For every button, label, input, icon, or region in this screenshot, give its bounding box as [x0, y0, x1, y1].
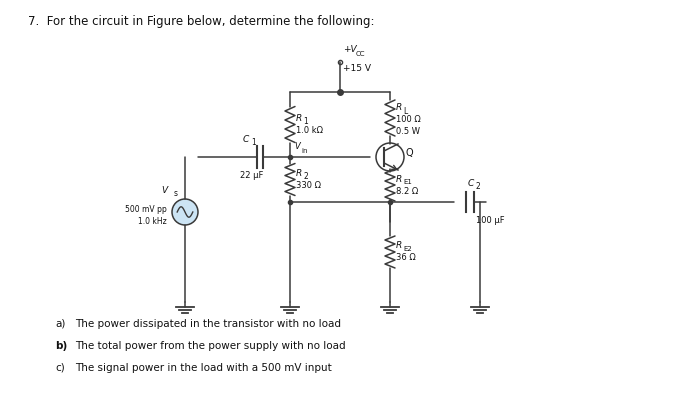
- Text: 2: 2: [476, 182, 481, 191]
- Text: V: V: [161, 186, 167, 195]
- Text: The signal power in the load with a 500 mV input: The signal power in the load with a 500 …: [75, 363, 331, 373]
- Text: in: in: [301, 148, 307, 154]
- Text: 0.5 W: 0.5 W: [396, 127, 420, 135]
- Text: c): c): [55, 363, 65, 373]
- Text: 36 Ω: 36 Ω: [396, 254, 415, 262]
- Text: a): a): [55, 319, 65, 329]
- Text: C: C: [468, 179, 474, 188]
- Text: E2: E2: [403, 246, 412, 252]
- Text: C: C: [243, 135, 249, 144]
- Text: 1: 1: [303, 117, 308, 126]
- Text: CC: CC: [356, 51, 365, 57]
- Text: 1: 1: [251, 138, 256, 147]
- Text: 2: 2: [303, 172, 308, 181]
- Text: 22 μF: 22 μF: [240, 171, 264, 180]
- Text: R: R: [396, 175, 402, 183]
- Text: 330 Ω: 330 Ω: [296, 181, 321, 190]
- Text: E1: E1: [403, 179, 412, 185]
- Circle shape: [172, 199, 198, 225]
- Text: 1.0 kHz: 1.0 kHz: [138, 218, 167, 227]
- Text: +V: +V: [343, 45, 357, 54]
- Text: R: R: [396, 241, 402, 251]
- Text: s: s: [174, 189, 178, 198]
- Text: R: R: [296, 169, 302, 178]
- Text: R: R: [296, 114, 302, 123]
- Text: Q: Q: [406, 148, 413, 158]
- Text: 7.  For the circuit in Figure below, determine the following:: 7. For the circuit in Figure below, dete…: [28, 15, 375, 28]
- Text: The power dissipated in the transistor with no load: The power dissipated in the transistor w…: [75, 319, 341, 329]
- Text: The total power from the power supply with no load: The total power from the power supply wi…: [75, 341, 346, 351]
- Text: b): b): [55, 341, 68, 351]
- Text: V: V: [294, 142, 300, 151]
- Text: +15 V: +15 V: [343, 64, 371, 73]
- Text: R: R: [396, 104, 402, 112]
- Text: 8.2 Ω: 8.2 Ω: [396, 187, 418, 195]
- Text: 100 μF: 100 μF: [476, 216, 504, 225]
- Text: L: L: [403, 106, 407, 116]
- Text: 500 mV pp: 500 mV pp: [125, 204, 167, 214]
- Text: 100 Ω: 100 Ω: [396, 116, 421, 125]
- Text: 1.0 kΩ: 1.0 kΩ: [296, 126, 323, 135]
